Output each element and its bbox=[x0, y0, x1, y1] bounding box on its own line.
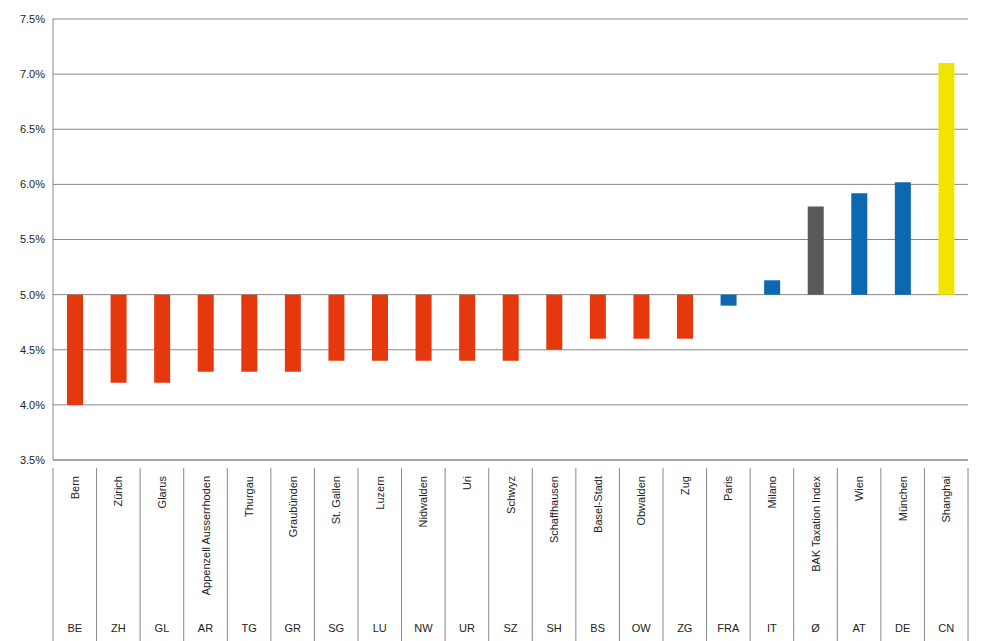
svg-text:Wien: Wien bbox=[853, 476, 865, 501]
svg-text:LU: LU bbox=[373, 622, 387, 634]
svg-text:Bern: Bern bbox=[69, 476, 81, 499]
svg-text:4.0%: 4.0% bbox=[20, 399, 45, 411]
svg-text:Shanghai: Shanghai bbox=[940, 476, 952, 523]
svg-text:5.5%: 5.5% bbox=[20, 233, 45, 245]
svg-text:6.5%: 6.5% bbox=[20, 123, 45, 135]
svg-text:ZG: ZG bbox=[677, 622, 692, 634]
svg-text:SG: SG bbox=[328, 622, 344, 634]
svg-text:BE: BE bbox=[67, 622, 82, 634]
svg-text:3.5%: 3.5% bbox=[20, 454, 45, 466]
svg-text:München: München bbox=[897, 476, 909, 521]
svg-text:Schaffhausen: Schaffhausen bbox=[548, 476, 560, 543]
svg-text:BAK Taxation Index: BAK Taxation Index bbox=[810, 476, 822, 572]
svg-text:Appenzell Ausserrhoden: Appenzell Ausserrhoden bbox=[200, 476, 212, 595]
svg-text:Schwyz: Schwyz bbox=[505, 476, 517, 514]
svg-text:Ø: Ø bbox=[811, 622, 820, 634]
svg-text:FRA: FRA bbox=[717, 622, 740, 634]
svg-text:Thurgau: Thurgau bbox=[243, 476, 255, 517]
svg-text:NW: NW bbox=[414, 622, 433, 634]
svg-text:Nidwalden: Nidwalden bbox=[417, 476, 429, 527]
svg-text:OW: OW bbox=[632, 622, 652, 634]
svg-text:DE: DE bbox=[895, 622, 910, 634]
svg-text:Uri: Uri bbox=[461, 476, 473, 490]
svg-text:Zürich: Zürich bbox=[112, 476, 124, 507]
svg-text:ZH: ZH bbox=[111, 622, 126, 634]
svg-text:CN: CN bbox=[938, 622, 954, 634]
svg-text:Luzern: Luzern bbox=[374, 476, 386, 510]
svg-text:Paris: Paris bbox=[722, 476, 734, 502]
svg-text:TG: TG bbox=[241, 622, 256, 634]
svg-text:Milano: Milano bbox=[766, 476, 778, 508]
svg-text:Basel-Stadt: Basel-Stadt bbox=[592, 476, 604, 533]
svg-text:SZ: SZ bbox=[503, 622, 517, 634]
svg-text:Glarus: Glarus bbox=[156, 476, 168, 509]
svg-text:UR: UR bbox=[459, 622, 475, 634]
svg-text:GR: GR bbox=[284, 622, 301, 634]
svg-text:AR: AR bbox=[198, 622, 213, 634]
svg-text:Graubünden: Graubünden bbox=[287, 476, 299, 537]
svg-text:St. Gallen: St. Gallen bbox=[330, 476, 342, 524]
svg-text:BS: BS bbox=[590, 622, 605, 634]
svg-text:IT: IT bbox=[767, 622, 777, 634]
svg-text:4.5%: 4.5% bbox=[20, 344, 45, 356]
svg-text:6.0%: 6.0% bbox=[20, 178, 45, 190]
svg-text:SH: SH bbox=[546, 622, 561, 634]
svg-text:Zug: Zug bbox=[679, 476, 691, 495]
svg-text:7.0%: 7.0% bbox=[20, 68, 45, 80]
svg-text:7.5%: 7.5% bbox=[20, 13, 45, 25]
svg-text:AT: AT bbox=[852, 622, 866, 634]
svg-text:Obwalden: Obwalden bbox=[635, 476, 647, 526]
svg-text:GL: GL bbox=[155, 622, 170, 634]
svg-text:5.0%: 5.0% bbox=[20, 289, 45, 301]
